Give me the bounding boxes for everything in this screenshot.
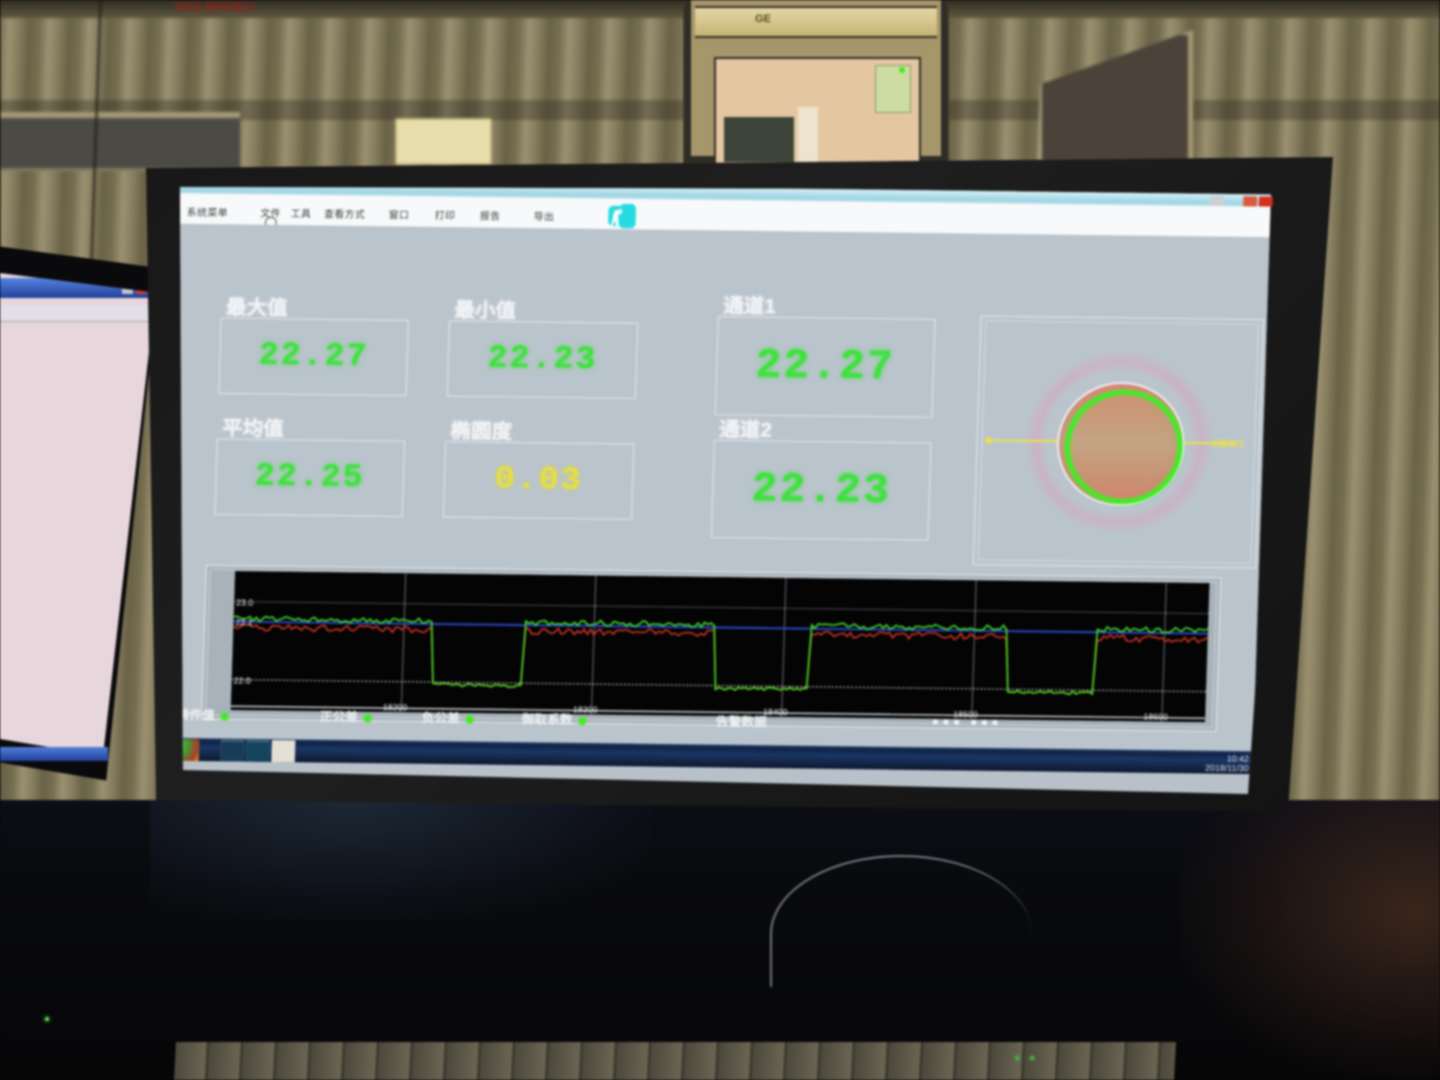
- svg-text:22.0: 22.0: [233, 676, 251, 686]
- svg-text:22.1: 22.1: [235, 617, 253, 627]
- svg-text:23.0: 23.0: [236, 597, 254, 607]
